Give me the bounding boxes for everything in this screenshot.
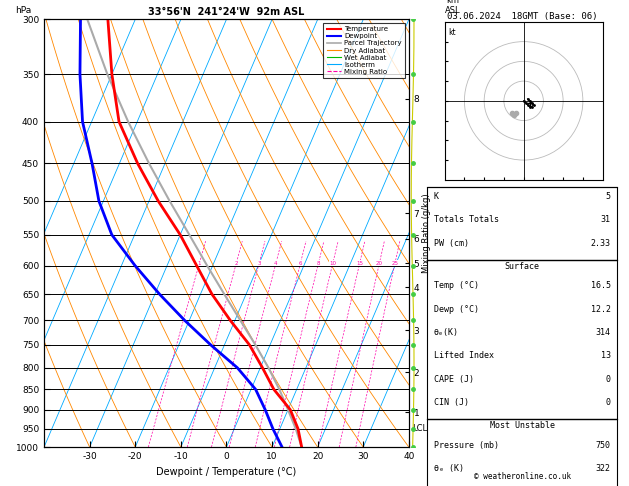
Text: θₑ(K): θₑ(K) [433,328,459,337]
Text: 20: 20 [376,260,383,266]
Text: kt: kt [448,28,455,37]
Text: 1: 1 [198,260,201,266]
Text: θₑ (K): θₑ (K) [433,464,464,473]
Text: 10: 10 [330,260,337,266]
Title: 33°56'N  241°24'W  92m ASL: 33°56'N 241°24'W 92m ASL [148,7,304,17]
Text: 16.5: 16.5 [591,281,611,291]
Text: Pressure (mb): Pressure (mb) [433,441,499,450]
Text: 6: 6 [299,260,302,266]
Text: 03.06.2024  18GMT (Base: 06): 03.06.2024 18GMT (Base: 06) [447,12,598,21]
Y-axis label: Mixing Ratio (g/kg): Mixing Ratio (g/kg) [422,193,431,273]
Text: 8: 8 [317,260,320,266]
Bar [428,187,616,260]
Text: CIN (J): CIN (J) [433,398,469,407]
X-axis label: Dewpoint / Temperature (°C): Dewpoint / Temperature (°C) [157,467,296,477]
Text: 0: 0 [606,375,611,384]
Text: Most Unstable: Most Unstable [489,421,555,431]
Text: PW (cm): PW (cm) [433,239,469,248]
Text: Surface: Surface [504,262,540,271]
Text: 12.2: 12.2 [591,305,611,314]
Text: 322: 322 [596,464,611,473]
Text: Totals Totals: Totals Totals [433,215,499,225]
Text: Lifted Index: Lifted Index [433,351,494,361]
Text: 2.33: 2.33 [591,239,611,248]
Text: Dewp (°C): Dewp (°C) [433,305,479,314]
Text: 31: 31 [601,215,611,225]
Text: 3: 3 [257,260,261,266]
Text: km
ASL: km ASL [445,0,460,15]
Text: Temp (°C): Temp (°C) [433,281,479,291]
Text: 15: 15 [356,260,363,266]
Legend: Temperature, Dewpoint, Parcel Trajectory, Dry Adiabat, Wet Adiabat, Isotherm, Mi: Temperature, Dewpoint, Parcel Trajectory… [323,23,405,78]
Text: 25: 25 [391,260,399,266]
Text: 4: 4 [274,260,277,266]
Text: 5: 5 [606,192,611,201]
Text: 750: 750 [596,441,611,450]
Text: 2: 2 [235,260,238,266]
Text: LCL: LCL [411,424,426,434]
Text: 314: 314 [596,328,611,337]
Text: hPa: hPa [15,6,31,15]
Text: CAPE (J): CAPE (J) [433,375,474,384]
Text: K: K [433,192,438,201]
Bar [428,260,616,419]
Text: © weatheronline.co.uk: © weatheronline.co.uk [474,472,571,481]
Bar [428,419,616,486]
Text: 13: 13 [601,351,611,361]
Text: 0: 0 [606,398,611,407]
